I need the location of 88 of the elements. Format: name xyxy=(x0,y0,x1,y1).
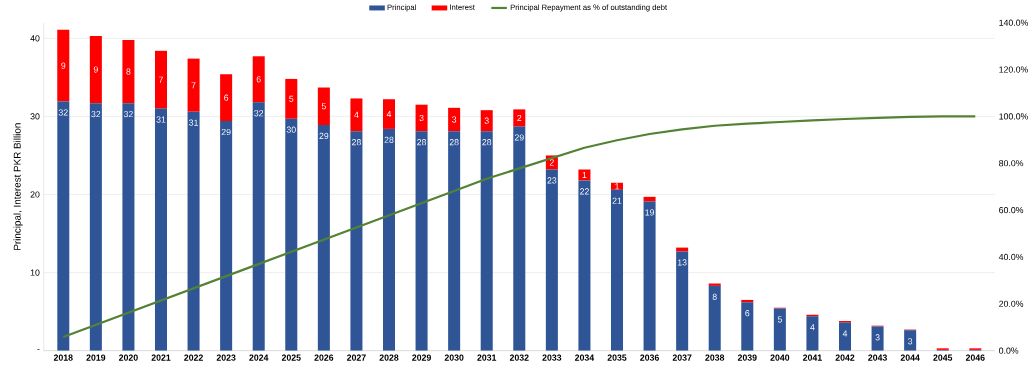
y-tick-label: 40 xyxy=(30,35,40,42)
x-tick-label: 2046 xyxy=(965,354,985,361)
data-label: 8 xyxy=(126,68,131,75)
data-label: 29 xyxy=(221,128,231,136)
y-axis-title: Principal, Interest PKR Billion xyxy=(13,123,23,250)
x-tick-label: 2042 xyxy=(835,354,855,361)
y-tick-label: 20 xyxy=(30,191,40,198)
data-label: 31 xyxy=(189,119,199,126)
x-tick-label: 2026 xyxy=(314,354,334,361)
data-label: 3 xyxy=(908,338,913,345)
data-label: 19 xyxy=(645,209,655,216)
x-tick-label: 2045 xyxy=(933,354,953,361)
x-tick-label: 2038 xyxy=(705,354,725,361)
data-label: 21 xyxy=(612,197,622,204)
data-label: 13 xyxy=(677,259,687,266)
data-label: 29 xyxy=(319,132,329,140)
y-tick-label: 30 xyxy=(30,113,40,120)
data-label: 32 xyxy=(58,109,68,116)
data-label: 32 xyxy=(254,110,264,117)
data-label: 3 xyxy=(875,334,880,341)
x-tick-label: 2035 xyxy=(607,354,627,361)
x-tick-label: 2020 xyxy=(119,354,138,361)
x-tick-label: 2036 xyxy=(640,354,659,361)
x-tick-label: 2032 xyxy=(509,354,529,361)
x-tick-label: 2043 xyxy=(868,354,887,361)
data-label: 5 xyxy=(289,95,294,102)
y2-tick-label: 140.0% xyxy=(999,19,1029,26)
x-tick-label: 2029 xyxy=(412,354,431,361)
x-tick-label: 2033 xyxy=(542,354,562,361)
x-tick-label: 2028 xyxy=(379,354,399,361)
data-label: 9 xyxy=(61,62,66,69)
data-label: 4 xyxy=(810,324,815,331)
y-tick-label: - xyxy=(37,349,40,351)
data-label: 23 xyxy=(547,177,557,184)
x-tick-label: 2034 xyxy=(575,354,595,361)
x-tick-label: 2025 xyxy=(281,354,301,361)
x-tick-label: 2044 xyxy=(900,354,920,361)
data-label: 2 xyxy=(517,114,522,122)
data-label: 29 xyxy=(514,134,524,141)
x-tick-label: 2023 xyxy=(216,354,236,361)
data-label: 1 xyxy=(615,183,620,190)
data-label: 22 xyxy=(580,188,589,195)
data-label: 28 xyxy=(449,139,459,146)
data-label: 3 xyxy=(452,116,457,123)
x-tick-label: 2019 xyxy=(86,354,106,361)
y-tick-label: 10 xyxy=(30,269,40,276)
x-tick-label: 2024 xyxy=(249,354,269,361)
x-tick-label: 2018 xyxy=(53,354,73,361)
data-label: 4 xyxy=(354,111,359,118)
data-label: 8 xyxy=(712,293,717,300)
x-tick-label: 2031 xyxy=(477,354,497,361)
data-label: 31 xyxy=(156,116,166,123)
data-label: 32 xyxy=(123,110,133,118)
y2-tick-label: 0.0% xyxy=(999,347,1019,354)
data-label: 28 xyxy=(352,139,361,146)
data-label: 28 xyxy=(384,136,394,143)
data-label: 4 xyxy=(386,111,392,118)
data-label: 1 xyxy=(582,171,587,178)
data-label: 5 xyxy=(777,316,782,323)
x-tick-label: 2021 xyxy=(151,354,171,361)
x-tick-label: 2030 xyxy=(444,354,464,361)
data-label: 7 xyxy=(191,82,196,89)
y2-tick-label: 60.0% xyxy=(999,207,1024,214)
data-label: 2 xyxy=(549,159,554,166)
data-label: 4 xyxy=(842,330,848,337)
data-label: 6 xyxy=(256,76,261,83)
y2-tick-label: 80.0% xyxy=(999,160,1024,167)
data-label: 7 xyxy=(159,76,163,83)
data-label: 5 xyxy=(321,103,326,110)
data-label: 3 xyxy=(419,114,424,122)
data-label: 6 xyxy=(224,94,229,101)
x-tick-label: 2039 xyxy=(737,354,757,361)
x-tick-label: 2040 xyxy=(770,354,790,361)
x-tick-label: 2027 xyxy=(347,354,366,361)
data-label: 30 xyxy=(286,126,296,133)
data-label: 3 xyxy=(484,117,489,124)
data-label: 28 xyxy=(482,139,492,146)
y2-tick-label: 20.0% xyxy=(999,300,1024,307)
y2-tick-label: 40.0% xyxy=(998,253,1024,261)
y2-tick-label: 100.0% xyxy=(999,113,1029,120)
data-label: 9 xyxy=(93,66,98,73)
data-label: 32 xyxy=(91,110,101,118)
x-tick-label: 2037 xyxy=(672,354,692,361)
x-tick-label: 2041 xyxy=(803,354,822,361)
y2-tick-label: 120.0% xyxy=(999,66,1029,73)
x-tick-label: 2022 xyxy=(184,354,203,361)
data-label: 6 xyxy=(745,310,750,317)
data-label: 28 xyxy=(417,139,427,146)
